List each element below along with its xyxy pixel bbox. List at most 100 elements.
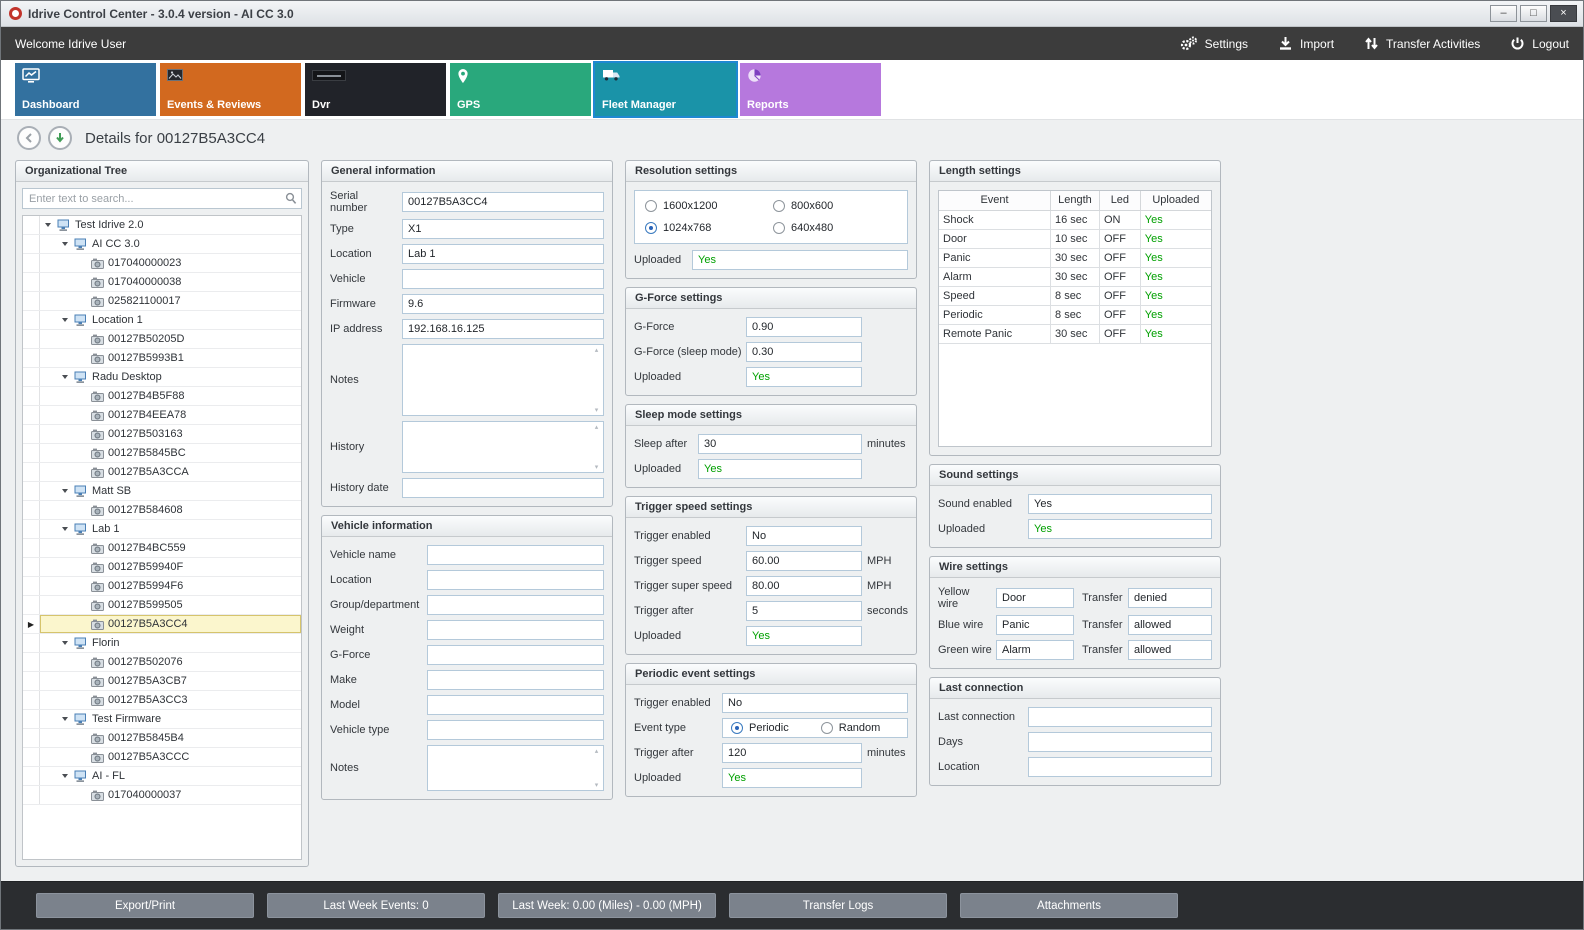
tree-row[interactable]: 025821100017 [23, 292, 301, 311]
trigger-super-speed-input[interactable] [746, 576, 862, 596]
blue-wire-event-input[interactable] [996, 615, 1074, 635]
textarea-scrollbar[interactable]: ▴ ▾ [594, 347, 599, 414]
vehicle-notes-input[interactable] [427, 745, 604, 791]
export-print-button[interactable]: Export/Print [36, 893, 254, 918]
sound-enabled-input[interactable] [1028, 494, 1212, 514]
serial-number-input[interactable] [402, 192, 604, 212]
tree-row[interactable]: Lab 1 [23, 520, 301, 539]
attachments-button[interactable]: Attachments [960, 893, 1178, 918]
days-input[interactable] [1028, 732, 1212, 752]
tree-row[interactable]: 00127B5845B4 [23, 729, 301, 748]
tree-row[interactable]: 00127B5845BC [23, 444, 301, 463]
minimize-button[interactable]: – [1490, 5, 1517, 22]
blue-wire-transfer-input[interactable] [1128, 615, 1212, 635]
history-input[interactable] [402, 421, 604, 473]
green-wire-transfer-input[interactable] [1128, 640, 1212, 660]
gforce-input[interactable] [746, 317, 862, 337]
green-wire-event-input[interactable] [996, 640, 1074, 660]
tree-row[interactable]: 00127B50205D [23, 330, 301, 349]
vehicle-name-input[interactable] [427, 545, 604, 565]
trigger-enabled-input[interactable] [746, 526, 862, 546]
vehicle-location-input[interactable] [427, 570, 604, 590]
expander-icon[interactable] [60, 375, 70, 379]
vehicle-input[interactable] [402, 269, 604, 289]
last-week-events-button[interactable]: Last Week Events: 0 [267, 893, 485, 918]
gforce-sleep-input[interactable] [746, 342, 862, 362]
tab-reports[interactable]: Reports [740, 63, 881, 116]
tree-row[interactable]: Test Idrive 2.0 [23, 216, 301, 235]
tree-row[interactable]: 00127B503163 [23, 425, 301, 444]
tree-row[interactable]: 00127B502076 [23, 653, 301, 672]
trigger-speed-input[interactable] [746, 551, 862, 571]
tree-row[interactable]: 00127B4BC559 [23, 539, 301, 558]
tree-row[interactable]: Location 1 [23, 311, 301, 330]
tab-dvr[interactable]: Dvr [305, 63, 446, 116]
tab-fleet-manager[interactable]: Fleet Manager [595, 63, 736, 116]
tree-row[interactable]: AI - FL [23, 767, 301, 786]
length-row[interactable]: Remote Panic 30 sec OFF Yes [939, 323, 1211, 344]
model-input[interactable] [427, 695, 604, 715]
yellow-wire-transfer-input[interactable] [1128, 588, 1212, 608]
back-button[interactable] [17, 126, 41, 150]
length-row[interactable]: Speed 8 sec OFF Yes [939, 285, 1211, 306]
tree-row[interactable]: 017040000023 [23, 254, 301, 273]
textarea-scrollbar[interactable]: ▴ ▾ [594, 748, 599, 789]
logout-button[interactable]: Logout [1510, 36, 1569, 51]
history-date-input[interactable] [402, 478, 604, 498]
connection-location-input[interactable] [1028, 757, 1212, 777]
tree-row[interactable]: ▶ 00127B5A3CC4 [23, 615, 301, 634]
download-details-button[interactable] [48, 126, 72, 150]
expander-icon[interactable] [60, 489, 70, 493]
vehicle-type-input[interactable] [427, 720, 604, 740]
group-department-input[interactable] [427, 595, 604, 615]
periodic-trigger-after-input[interactable] [722, 743, 862, 763]
transfer-activities-button[interactable]: Transfer Activities [1364, 36, 1480, 51]
settings-button[interactable]: Settings [1179, 36, 1248, 51]
expander-icon[interactable] [43, 223, 53, 227]
type-input[interactable] [402, 219, 604, 239]
length-row[interactable]: Door 10 sec OFF Yes [939, 228, 1211, 249]
tree-row[interactable]: 00127B4EEA78 [23, 406, 301, 425]
expander-icon[interactable] [60, 527, 70, 531]
resolution-radio-1600x1200[interactable]: 1600x1200 [645, 200, 769, 212]
close-button[interactable]: × [1550, 5, 1577, 22]
length-row[interactable]: Alarm 30 sec OFF Yes [939, 266, 1211, 287]
tree-row[interactable]: 00127B5993B1 [23, 349, 301, 368]
yellow-wire-event-input[interactable] [996, 588, 1074, 608]
tree-row[interactable]: 00127B584608 [23, 501, 301, 520]
tab-gps[interactable]: GPS [450, 63, 591, 116]
tree-row[interactable]: 00127B5A3CB7 [23, 672, 301, 691]
transfer-logs-button[interactable]: Transfer Logs [729, 893, 947, 918]
make-input[interactable] [427, 670, 604, 690]
expander-icon[interactable] [60, 318, 70, 322]
tree-row[interactable]: 00127B5A3CCA [23, 463, 301, 482]
vehicle-gforce-input[interactable] [427, 645, 604, 665]
expander-icon[interactable] [60, 774, 70, 778]
tree-row[interactable]: 00127B4B5F88 [23, 387, 301, 406]
last-connection-input[interactable] [1028, 707, 1212, 727]
expander-icon[interactable] [60, 717, 70, 721]
weight-input[interactable] [427, 620, 604, 640]
import-button[interactable]: Import [1278, 36, 1334, 51]
ip-address-input[interactable] [402, 319, 604, 339]
location-input[interactable] [402, 244, 604, 264]
length-row[interactable]: Panic 30 sec OFF Yes [939, 247, 1211, 268]
tree-row[interactable]: 017040000038 [23, 273, 301, 292]
periodic-trigger-enabled-input[interactable] [722, 693, 908, 713]
tree-row[interactable]: Matt SB [23, 482, 301, 501]
tree-row[interactable]: 00127B5A3CCC [23, 748, 301, 767]
tree-row[interactable]: 00127B5994F6 [23, 577, 301, 596]
search-input[interactable] [22, 188, 302, 209]
firmware-input[interactable] [402, 294, 604, 314]
resolution-radio-800x600[interactable]: 800x600 [773, 200, 897, 212]
notes-input[interactable] [402, 344, 604, 416]
length-row[interactable]: Shock 16 sec ON Yes [939, 209, 1211, 230]
last-week-miles-button[interactable]: Last Week: 0.00 (Miles) - 0.00 (MPH) [498, 893, 716, 918]
event-type-radio-periodic[interactable]: Periodic [731, 722, 789, 734]
length-row[interactable]: Periodic 8 sec OFF Yes [939, 304, 1211, 325]
tree-row[interactable]: 00127B59940F [23, 558, 301, 577]
tree-row[interactable]: 00127B599505 [23, 596, 301, 615]
expander-icon[interactable] [60, 242, 70, 246]
tab-events-reviews[interactable]: Events & Reviews [160, 63, 301, 116]
tree-row[interactable]: Radu Desktop [23, 368, 301, 387]
